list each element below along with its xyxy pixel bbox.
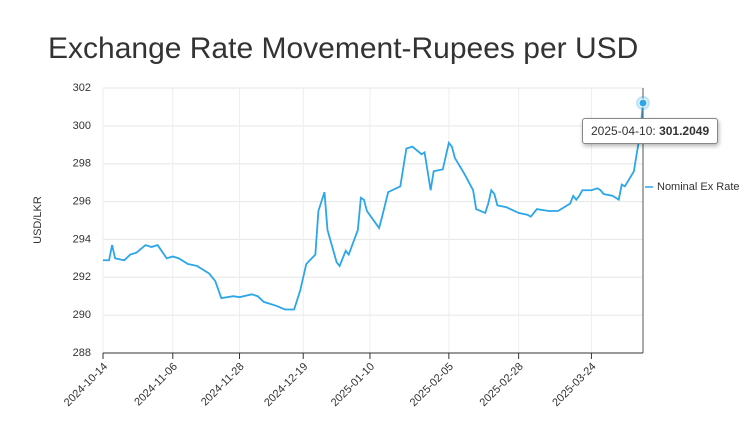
tooltip: 2025-04-10301.2049 — [582, 118, 719, 144]
y-tick-label: 298 — [73, 158, 91, 170]
y-tick-label: 294 — [73, 233, 91, 245]
tooltip-value: 301.2049 — [659, 124, 710, 138]
x-tick-label: 2024-11-28 — [199, 361, 247, 409]
chart-title: Exchange Rate Movement-Rupees per USD — [48, 32, 638, 65]
y-tick-label: 302 — [73, 82, 91, 94]
x-tick-label: 2025-01-10 — [329, 361, 377, 409]
y-tick-label: 292 — [73, 271, 91, 283]
line — [103, 102, 644, 311]
y-tick-label: 290 — [73, 309, 91, 321]
y-tick-label: 288 — [73, 347, 91, 359]
x-tick-label: 2024-10-14 — [62, 361, 110, 409]
x-tick-label: 2024-12-19 — [262, 361, 310, 409]
x-tick-label: 2024-11-06 — [132, 361, 180, 409]
x-tick-label: 2025-02-05 — [408, 361, 456, 409]
y-tick-label: 300 — [73, 120, 91, 132]
legend-label: Nominal Ex Rate — [657, 181, 740, 193]
highlight-point — [638, 98, 648, 108]
x-tick-label: 2025-03-24 — [550, 361, 598, 409]
y-tick-label: 296 — [73, 195, 91, 207]
tooltip-date: 2025-04-10 — [591, 124, 659, 138]
x-tick-label: 2025-02-28 — [478, 361, 526, 409]
y-axis-label: USD/LKR — [32, 196, 44, 244]
